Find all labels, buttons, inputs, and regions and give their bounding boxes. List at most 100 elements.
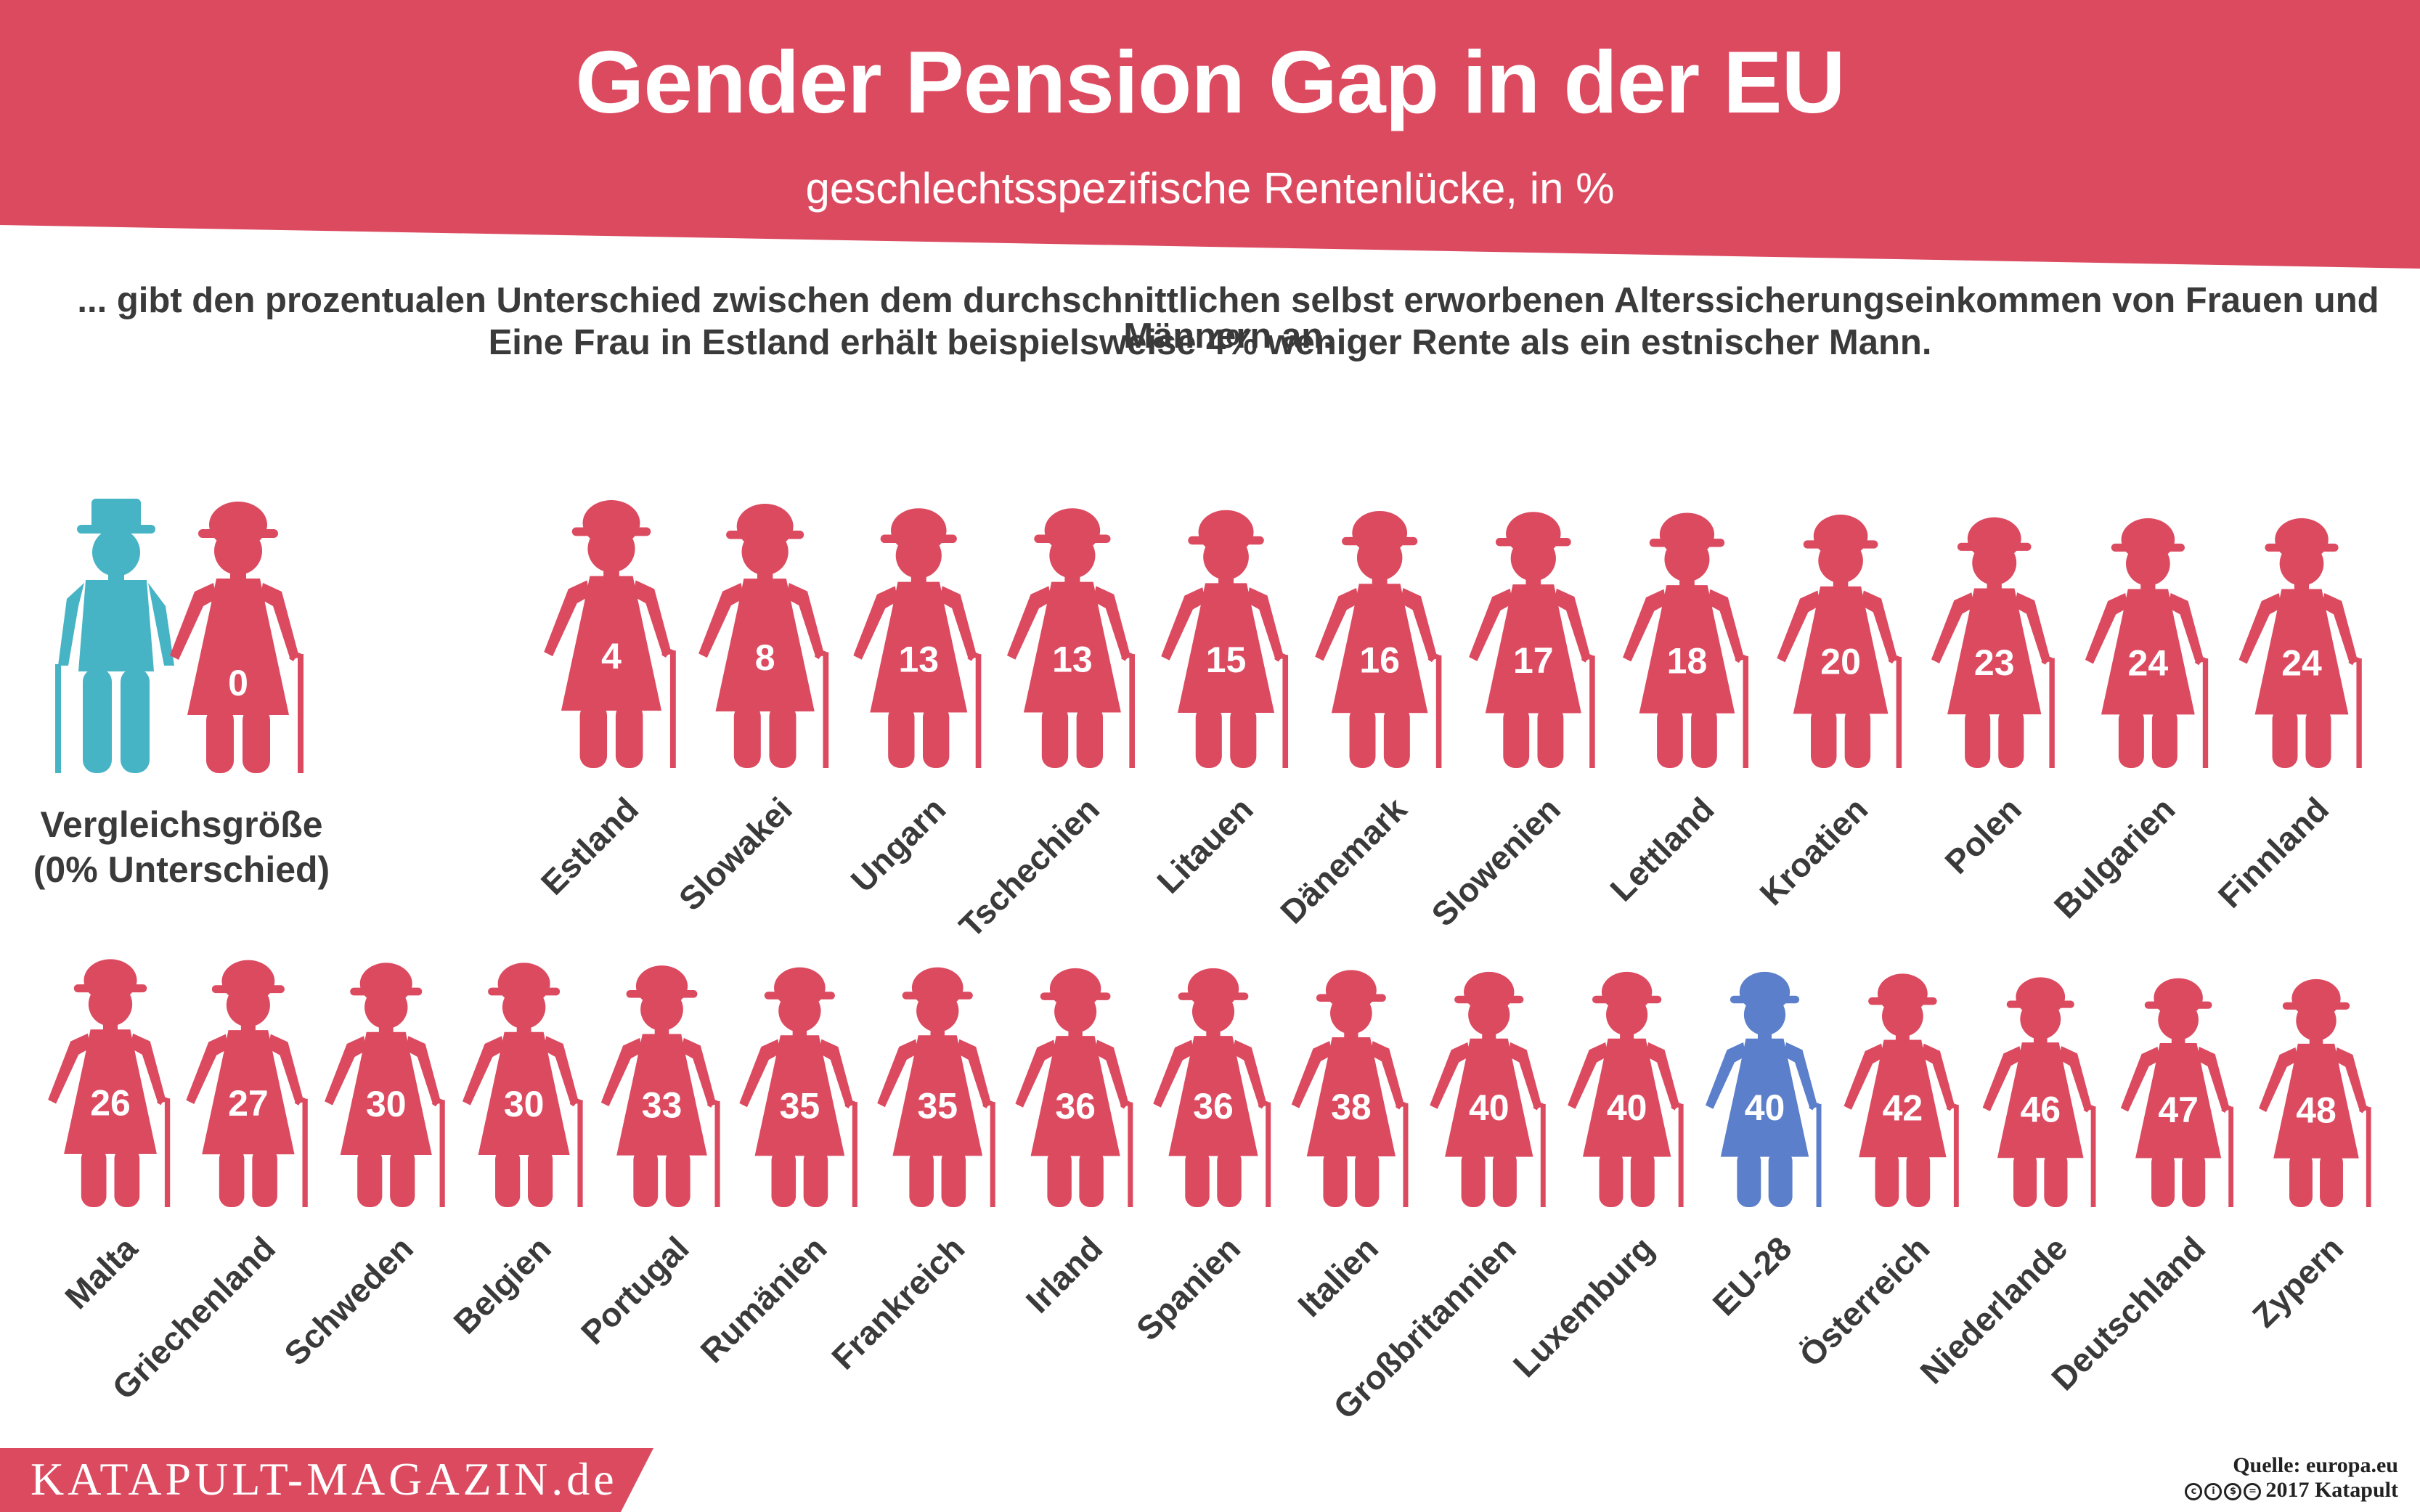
- category-label: Malta: [57, 1229, 144, 1316]
- category-label: Portugal: [574, 1229, 696, 1352]
- value-label: 30: [504, 1084, 545, 1124]
- pictogram-finnland: 24 Finnland: [2211, 518, 2362, 915]
- pictogram-d-nemark: 16 Dänemark: [1273, 510, 1442, 931]
- value-label: 48: [2296, 1090, 2337, 1130]
- value-label: 35: [780, 1085, 820, 1126]
- value-label: 20: [1820, 642, 1861, 682]
- page-subtitle: geschlechtsspezifische Rentenlücke, in %: [805, 164, 1615, 213]
- category-label: Slowakei: [672, 790, 799, 918]
- pictogram-lettland: 18 Lettland: [1602, 512, 1749, 909]
- category-label: Italien: [1290, 1229, 1385, 1324]
- pictogram-malta: 26 Malta: [48, 959, 171, 1316]
- value-label: 8: [755, 637, 775, 678]
- value-label: 38: [1331, 1087, 1372, 1127]
- value-label: 24: [2128, 642, 2169, 683]
- category-label: Estland: [534, 790, 645, 902]
- value-label: 36: [1055, 1086, 1096, 1127]
- category-label: Zypern: [2245, 1229, 2350, 1334]
- reference-value-label: 0: [228, 663, 248, 703]
- pictogram-kroatien: 20 Kroatien: [1752, 514, 1902, 912]
- pictogram-bulgarien: 24 Bulgarien: [2047, 518, 2209, 925]
- value-label: 35: [917, 1085, 958, 1126]
- category-label: Finnland: [2211, 790, 2336, 915]
- pictogram-slowenien: 17 Slowenien: [1424, 512, 1595, 933]
- pictogram-slowakei: 8 Slowakei: [672, 503, 829, 918]
- source-block: Quelle: europa.eu c i $ = 2017 Katapult: [2185, 1453, 2398, 1503]
- woman-icon: [1006, 508, 1136, 768]
- reference-label-line-2: (0% Unterschied): [33, 849, 330, 890]
- description-line-2: Eine Frau in Estland erhält beispielswei…: [488, 323, 1932, 362]
- category-label: Ungarn: [844, 790, 953, 899]
- category-label: Bulgarien: [2047, 790, 2183, 925]
- cc-license-icon: c i $ =: [2185, 1483, 2262, 1501]
- copyright-line: c i $ = 2017 Katapult: [2185, 1478, 2398, 1503]
- source-text: Quelle: europa.eu: [2233, 1453, 2398, 1477]
- description-line-1: ... gibt den prozentualen Unterschied zw…: [77, 281, 2379, 356]
- category-label: Rumänien: [693, 1229, 834, 1370]
- brand-box: [0, 1448, 653, 1512]
- pictogram-irland: 36 Irland: [1015, 968, 1133, 1320]
- category-label: Polen: [1937, 790, 2028, 880]
- reference-man-icon: [55, 499, 174, 773]
- value-label: 23: [1974, 642, 2015, 683]
- pictogram-belgien: 30 Belgien: [446, 963, 583, 1341]
- woman-icon: [698, 503, 829, 768]
- category-label: Frankreich: [824, 1229, 971, 1376]
- category-label: Slowenien: [1424, 790, 1568, 933]
- category-label: Dänemark: [1273, 790, 1414, 931]
- pictogram-luxemburg: 40 Luxemburg: [1506, 971, 1684, 1384]
- pictogram-zypern: 48 Zypern: [2245, 978, 2371, 1335]
- pictogram-eu-28: 40 EU-28: [1706, 971, 1822, 1323]
- category-label: Luxemburg: [1506, 1229, 1661, 1384]
- value-label: 17: [1513, 640, 1554, 681]
- woman-icon: [544, 499, 676, 768]
- category-label: Tschechien: [952, 790, 1107, 944]
- pictogram-spanien: 36 Spanien: [1129, 968, 1271, 1348]
- value-label: 16: [1359, 640, 1400, 681]
- pictogram-litauen: 15 Litauen: [1149, 510, 1289, 901]
- value-label: 47: [2158, 1090, 2199, 1130]
- pictogram-frankreich: 35 Frankreich: [824, 967, 995, 1376]
- value-label: 15: [1206, 639, 1247, 680]
- value-label: 33: [642, 1085, 683, 1126]
- value-label: 18: [1667, 641, 1708, 682]
- value-label: 36: [1193, 1086, 1234, 1127]
- pictogram-portugal: 33 Portugal: [574, 965, 720, 1352]
- category-label: Schweden: [277, 1229, 420, 1373]
- value-label: 13: [1052, 639, 1093, 679]
- category-label: Spanien: [1129, 1229, 1247, 1347]
- value-label: 24: [2281, 642, 2322, 683]
- category-label: Irland: [1019, 1229, 1109, 1320]
- value-label: 40: [1745, 1087, 1785, 1128]
- page-title: Gender Pension Gap in der EU: [575, 33, 1845, 131]
- brand-site[interactable]: KATAPULT-MAGAZIN.de: [30, 1453, 618, 1505]
- value-label: 40: [1607, 1087, 1647, 1128]
- category-label: Österreich: [1792, 1229, 1936, 1373]
- reference-label-line-1: Vergleichsgröße: [40, 804, 323, 845]
- pictogram-italien: 38 Italien: [1290, 970, 1409, 1324]
- category-label: Litauen: [1149, 790, 1260, 900]
- reference-label: Vergleichsgröße (0% Unterschied): [29, 802, 334, 892]
- category-label: Belgien: [446, 1229, 558, 1341]
- header-band: [0, 0, 2420, 269]
- reference-woman-icon: [170, 502, 303, 773]
- category-label: Kroatien: [1752, 790, 1875, 912]
- value-label: 4: [601, 636, 622, 677]
- category-label: EU-28: [1706, 1229, 1799, 1323]
- woman-icon: [853, 508, 982, 768]
- pictogram-estland: 4 Estland: [534, 499, 676, 902]
- value-label: 26: [90, 1082, 131, 1123]
- value-label: 46: [2020, 1090, 2061, 1130]
- pictogram-chart: 0 4Estland8Slowakei13Ungarn13Tschechien1…: [48, 499, 2371, 1426]
- value-label: 42: [1883, 1088, 1923, 1129]
- pictogram-ungarn: 13 Ungarn: [844, 508, 982, 899]
- value-label: 30: [366, 1084, 407, 1124]
- value-label: 40: [1469, 1087, 1510, 1128]
- value-label: 27: [228, 1083, 269, 1124]
- pictogram-polen: 23 Polen: [1931, 517, 2055, 881]
- value-label: 13: [898, 639, 939, 679]
- reference-group: 0: [55, 499, 303, 773]
- pictogram-schweden: 30 Schweden: [277, 963, 445, 1373]
